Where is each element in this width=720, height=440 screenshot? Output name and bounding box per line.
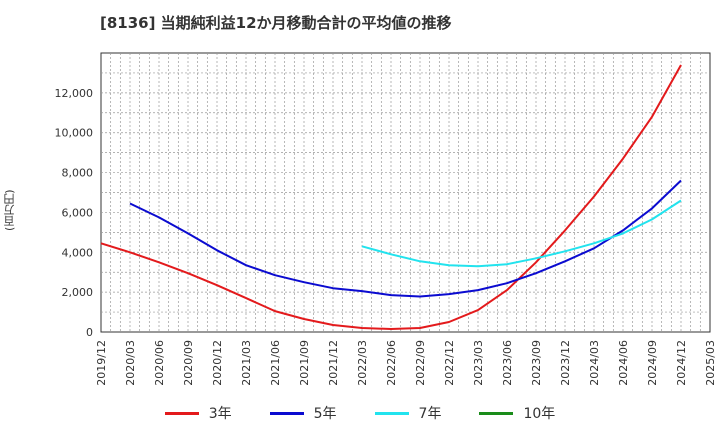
x-tick-label: 2022/12 (443, 340, 456, 386)
y-tick-label: 0 (86, 326, 93, 339)
y-tick-label: 8,000 (62, 167, 94, 180)
legend-label-3y: 3年 (208, 406, 232, 422)
x-tick-label: 2020/03 (124, 340, 137, 386)
x-tick-label: 2021/12 (327, 340, 340, 386)
series-line-2 (361, 199, 682, 268)
x-tick-label: 2021/06 (269, 340, 282, 386)
x-tick-label: 2021/03 (240, 340, 253, 386)
legend-item-5y: 5年 (269, 403, 337, 423)
series-line-0 (100, 64, 682, 330)
y-tick-label: 6,000 (62, 206, 94, 219)
x-tick-label: 2022/06 (385, 340, 398, 386)
legend-item-7y: 7年 (374, 403, 442, 423)
chart-title: [8136] 当期純利益12か月移動合計の平均値の推移 (100, 14, 452, 32)
x-tick-label: 2024/12 (675, 340, 688, 386)
x-tick-label: 2023/09 (530, 340, 543, 386)
x-tick-label: 2023/03 (472, 340, 485, 386)
series-line-1 (129, 179, 682, 298)
y-tick-label: 2,000 (62, 286, 94, 299)
y-tick-label: 10,000 (55, 127, 94, 140)
x-tick-label: 2022/09 (414, 340, 427, 386)
x-tick-label: 2021/09 (298, 340, 311, 386)
x-tick-label: 2024/06 (617, 340, 630, 386)
legend-label-10y: 10年 (523, 406, 556, 422)
x-tick-label: 2020/09 (182, 340, 195, 386)
legend-label-7y: 7年 (418, 406, 442, 422)
y-tick-label: 4,000 (62, 246, 94, 259)
legend-item-10y: 10年 (479, 403, 555, 423)
legend-swatch-5y (269, 411, 304, 415)
legend-swatch-7y (374, 411, 409, 415)
x-tick-label: 2025/03 (704, 340, 717, 386)
x-tick-label: 2024/03 (588, 340, 601, 386)
legend-swatch-3y (164, 411, 199, 415)
x-tick-label: 2022/03 (356, 340, 369, 386)
line-chart: 0 2,000 4,000 6,000 8,000 10,000 12,000 2019/12… (55, 52, 717, 386)
legend-item-3y: 3年 (164, 403, 232, 423)
x-tick-label: 2020/06 (153, 340, 166, 386)
y-tick-label: 12,000 (55, 87, 94, 100)
legend: 3年 5年 7年 10年 (0, 403, 720, 423)
x-tick-label: 2024/09 (646, 340, 659, 386)
legend-swatch-10y (479, 411, 514, 415)
legend-label-5y: 5年 (313, 406, 337, 422)
x-tick-label: 2020/12 (211, 340, 224, 386)
x-tick-label: 2023/06 (501, 340, 514, 386)
x-tick-label: 2023/12 (559, 340, 572, 386)
x-tick-label: 2019/12 (95, 340, 108, 386)
